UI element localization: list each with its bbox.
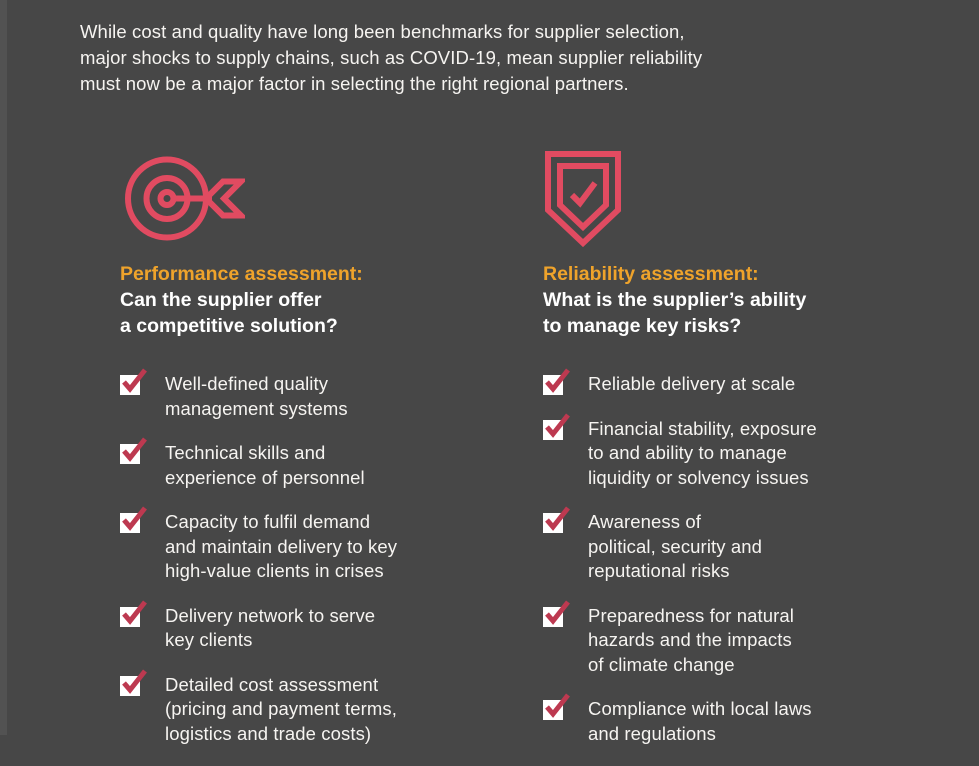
checkbox-checked-icon	[543, 693, 570, 720]
checkbox-checked-icon	[120, 368, 147, 395]
list-item: Capacity to fulfil demand and maintain d…	[120, 506, 495, 584]
reliability-heading-accent: Reliability assessment:	[543, 263, 759, 285]
checkbox-checked-icon	[543, 368, 570, 395]
checkbox-checked-icon	[120, 599, 147, 627]
list-item: Awareness of political, security and rep…	[543, 506, 953, 584]
shield-check-icon	[543, 150, 953, 247]
page-left-edge	[0, 0, 7, 735]
list-item-text: Delivery network to serve key clients	[165, 604, 376, 651]
intro-paragraph: While cost and quality have long been be…	[80, 21, 703, 94]
target-dart-icon	[120, 150, 495, 247]
list-item-text: Capacity to fulfil demand and maintain d…	[165, 511, 398, 581]
performance-heading-question: Can the supplier offer a competitive sol…	[120, 289, 338, 337]
list-item-text: Technical skills and experience of perso…	[165, 442, 365, 488]
checkbox-checked-icon	[543, 506, 570, 533]
list-item: Reliable delivery at scale	[543, 368, 953, 397]
reliability-column: Reliability assessment: What is the supp…	[543, 150, 953, 766]
list-item-text: Financial stability, exposure to and abi…	[588, 417, 817, 488]
checkbox-checked-icon	[543, 599, 570, 627]
list-item-text: Awareness of political, security and rep…	[588, 511, 763, 581]
performance-column: Performance assessment: Can the supplier…	[120, 150, 495, 766]
list-item-text: Preparedness for natural hazards and the…	[588, 604, 795, 675]
checkbox-checked-icon	[543, 412, 570, 440]
checkbox-checked-icon	[120, 668, 147, 696]
list-item: Technical skills and experience of perso…	[120, 437, 495, 490]
checkbox-checked-icon	[120, 437, 147, 464]
list-item-text: Well-defined quality management systems	[165, 373, 348, 419]
reliability-heading: Reliability assessment: What is the supp…	[543, 261, 953, 339]
list-item-text: Reliable delivery at scale	[588, 373, 796, 394]
list-item: Delivery network to serve key clients	[120, 599, 495, 653]
reliability-checklist: Reliable delivery at scale Financial sta…	[543, 368, 953, 746]
performance-heading-accent: Performance assessment:	[120, 263, 363, 285]
list-item: Preparedness for natural hazards and the…	[543, 599, 953, 678]
performance-heading: Performance assessment: Can the supplier…	[120, 261, 495, 339]
list-item: Well-defined quality management systems	[120, 368, 495, 421]
list-item: Detailed cost assessment (pricing and pa…	[120, 668, 495, 747]
performance-checklist: Well-defined quality management systems …	[120, 368, 495, 747]
list-item: Financial stability, exposure to and abi…	[543, 412, 953, 491]
list-item-text: Compliance with local laws and regulatio…	[588, 698, 812, 744]
checkbox-checked-icon	[120, 506, 147, 533]
list-item: Compliance with local laws and regulatio…	[543, 693, 953, 746]
reliability-heading-question: What is the supplier’s ability to manage…	[543, 289, 807, 337]
list-item-text: Detailed cost assessment (pricing and pa…	[165, 673, 397, 744]
